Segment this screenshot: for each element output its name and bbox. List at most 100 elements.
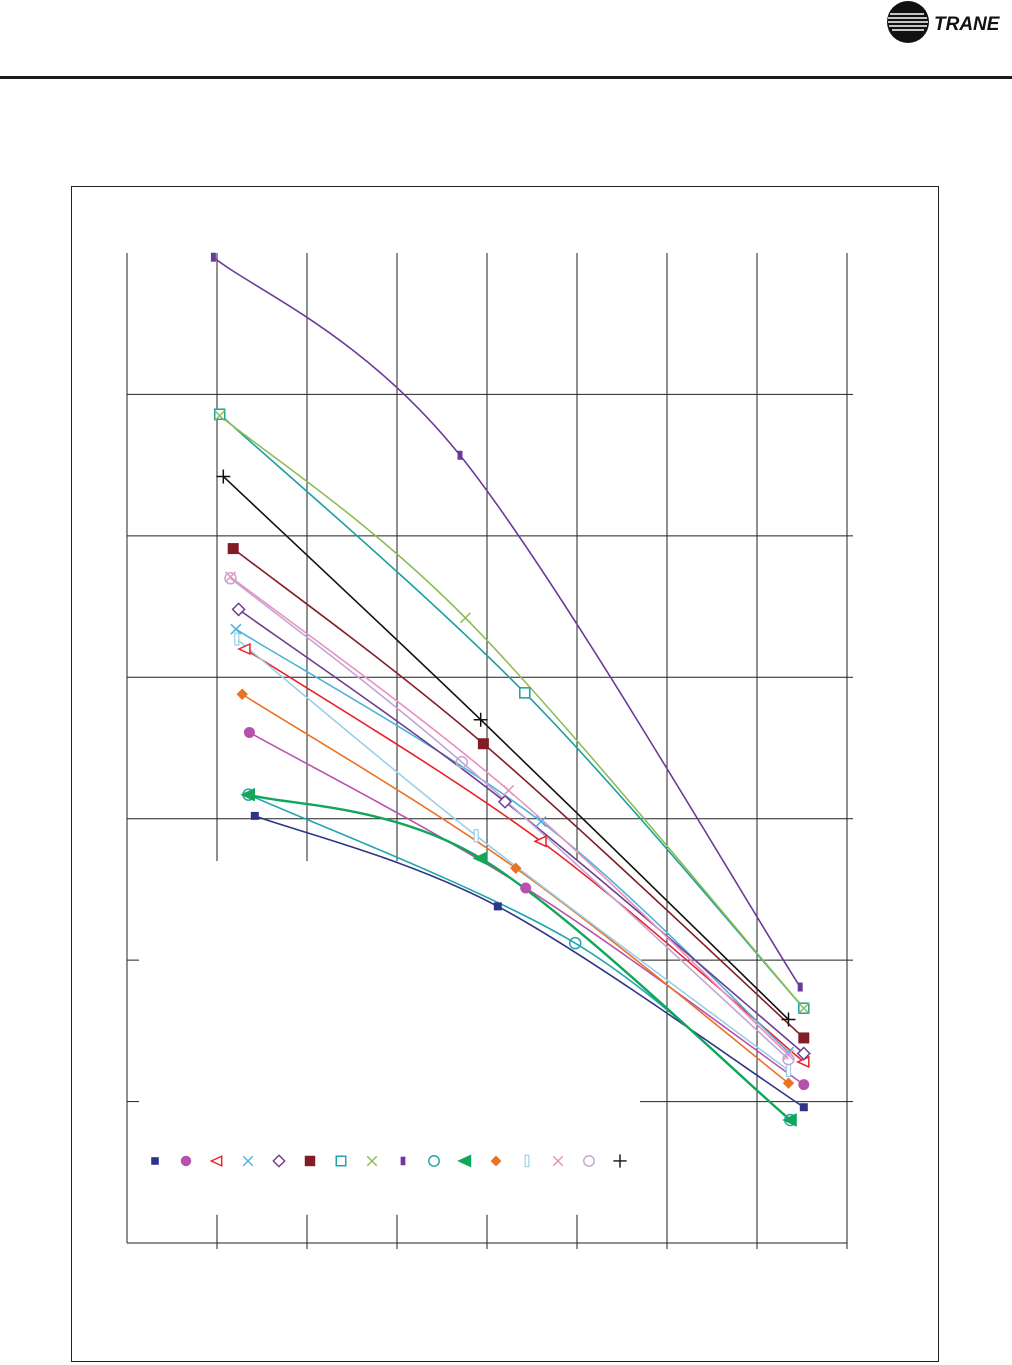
marker-shape bbox=[231, 602, 246, 617]
marker-shape bbox=[234, 632, 240, 646]
data-point-marker bbox=[785, 1063, 792, 1078]
trane-logo: TRANE bbox=[884, 0, 1012, 44]
data-point-marker bbox=[231, 602, 246, 617]
legend-marker bbox=[366, 1155, 378, 1167]
marker-shape bbox=[457, 1154, 472, 1168]
marker-shape bbox=[428, 1155, 440, 1167]
series-line bbox=[248, 793, 792, 1121]
data-point-marker bbox=[493, 902, 502, 911]
legend-marker bbox=[335, 1155, 347, 1167]
marker-shape bbox=[227, 543, 239, 555]
marker-shape bbox=[490, 1155, 502, 1167]
marker-shape bbox=[552, 1155, 564, 1167]
marker-shape bbox=[782, 1049, 795, 1061]
marker-shape bbox=[520, 882, 532, 894]
marker-shape bbox=[304, 1155, 316, 1167]
data-point-marker bbox=[798, 1002, 810, 1014]
data-point-marker bbox=[535, 816, 547, 828]
data-point-marker bbox=[459, 612, 471, 624]
marker-shape bbox=[400, 1156, 406, 1166]
marker-shape bbox=[568, 936, 582, 950]
legend-marker bbox=[457, 1154, 472, 1168]
data-point-marker bbox=[503, 784, 515, 796]
marker-shape bbox=[455, 755, 469, 769]
marker-shape bbox=[473, 829, 479, 843]
marker-shape bbox=[613, 1154, 627, 1168]
marker-shape bbox=[493, 902, 502, 911]
marker-shape bbox=[785, 1063, 792, 1078]
legend-marker bbox=[524, 1154, 530, 1168]
marker-shape bbox=[524, 1154, 530, 1168]
legend-marker bbox=[272, 1154, 286, 1168]
marker-shape bbox=[240, 787, 255, 802]
marker-shape bbox=[782, 1113, 797, 1127]
data-point-marker bbox=[250, 811, 259, 820]
marker-shape bbox=[459, 612, 471, 624]
data-point-marker bbox=[213, 408, 226, 420]
marker-shape bbox=[237, 642, 251, 656]
data-point-marker bbox=[214, 410, 226, 422]
data-point-marker bbox=[236, 688, 248, 700]
data-point-marker bbox=[237, 642, 251, 656]
data-point-marker bbox=[798, 1079, 810, 1091]
data-point-marker bbox=[797, 982, 803, 992]
data-point-marker bbox=[216, 469, 231, 484]
marker-shape bbox=[782, 1077, 795, 1089]
marker-shape bbox=[236, 688, 248, 700]
data-point-marker bbox=[224, 572, 237, 585]
legend-marker bbox=[180, 1155, 192, 1167]
data-point-marker bbox=[782, 1113, 797, 1127]
series-line bbox=[230, 577, 790, 1060]
chart-frame bbox=[71, 186, 939, 1362]
data-point-marker bbox=[210, 252, 216, 262]
marker-shape bbox=[519, 687, 531, 699]
marker-shape bbox=[209, 1155, 223, 1167]
marker-shape bbox=[799, 1103, 808, 1112]
marker-shape bbox=[180, 1155, 192, 1167]
marker-shape bbox=[798, 1032, 810, 1044]
marker-shape bbox=[242, 1155, 254, 1167]
series-line bbox=[219, 415, 805, 1009]
trane-circle-logo-icon: TRANE bbox=[887, 1, 1001, 43]
marker-shape bbox=[797, 982, 803, 992]
marker-shape bbox=[210, 252, 216, 262]
marker-shape bbox=[782, 1052, 795, 1066]
marker-shape bbox=[583, 1155, 595, 1167]
logo-text: TRANE bbox=[934, 14, 1001, 35]
series-line bbox=[232, 547, 805, 1039]
legend bbox=[151, 1154, 627, 1168]
legend-background bbox=[139, 862, 640, 1214]
legend-marker bbox=[490, 1155, 502, 1167]
data-point-marker bbox=[455, 755, 469, 769]
marker-shape bbox=[503, 784, 515, 796]
marker-shape bbox=[224, 572, 237, 585]
marker-shape bbox=[366, 1155, 378, 1167]
grid-lines bbox=[126, 253, 853, 1249]
data-point-marker bbox=[473, 712, 488, 727]
data-point-marker bbox=[510, 862, 522, 874]
legend-marker bbox=[583, 1155, 595, 1167]
data-point-marker bbox=[519, 687, 531, 699]
marker-shape bbox=[473, 712, 488, 727]
data-point-marker bbox=[533, 835, 547, 848]
marker-shape bbox=[213, 408, 226, 420]
header-rule bbox=[0, 76, 1012, 79]
data-point-marker bbox=[457, 450, 463, 460]
data-point-marker bbox=[477, 738, 489, 750]
series-markers bbox=[210, 252, 811, 1127]
data-point-marker bbox=[568, 936, 582, 950]
marker-shape bbox=[781, 1012, 796, 1027]
data-point-marker bbox=[243, 726, 255, 738]
marker-shape bbox=[243, 726, 255, 738]
marker-shape bbox=[216, 469, 231, 484]
series-line bbox=[212, 256, 801, 988]
legend-marker bbox=[242, 1155, 254, 1167]
data-point-marker bbox=[782, 1049, 795, 1061]
marker-shape bbox=[798, 1002, 810, 1014]
data-point-marker bbox=[796, 1046, 811, 1061]
data-point-marker bbox=[227, 543, 239, 555]
marker-shape bbox=[472, 851, 488, 866]
data-point-marker bbox=[782, 1052, 795, 1066]
marker-shape bbox=[151, 1157, 159, 1165]
marker-shape bbox=[457, 450, 463, 460]
